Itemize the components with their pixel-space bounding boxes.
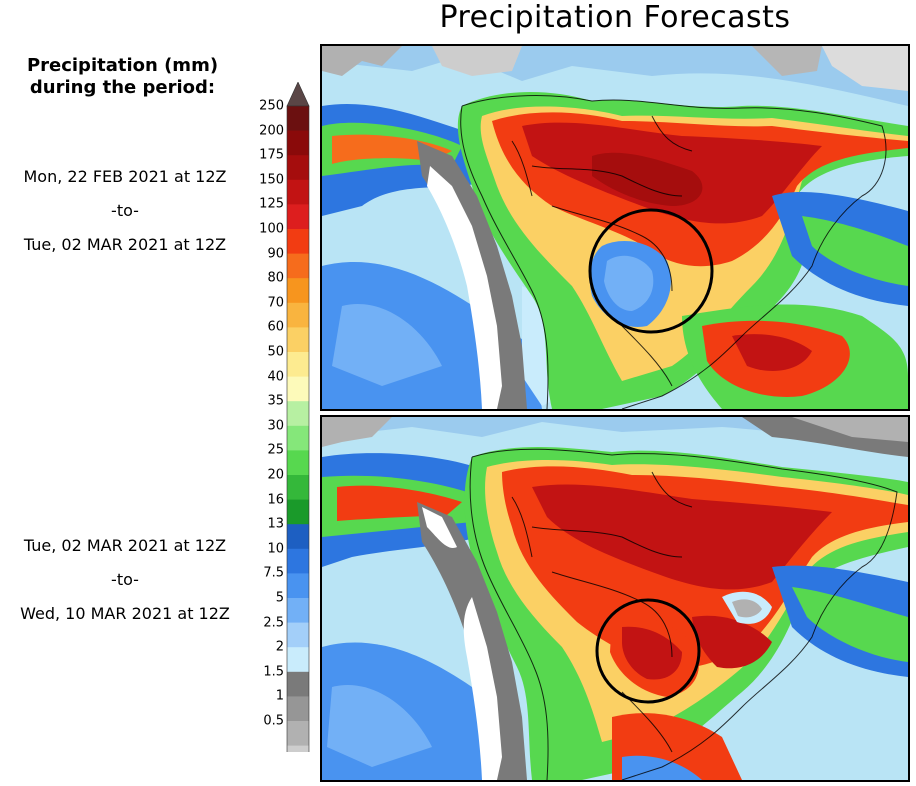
period-1-separator: -to- bbox=[111, 201, 139, 220]
period-2-separator: -to- bbox=[111, 570, 139, 589]
highlight-circle bbox=[588, 208, 714, 334]
colorbar-bin bbox=[287, 204, 309, 230]
period-2-to: Wed, 10 MAR 2021 at 12Z bbox=[20, 604, 230, 623]
colorbar-tick-label: 60 bbox=[267, 319, 284, 335]
colorbar-tick-label: 30 bbox=[267, 418, 284, 434]
colorbar-tick-label: 250 bbox=[259, 98, 284, 114]
colorbar-bin bbox=[287, 598, 309, 624]
colorbar-bin bbox=[287, 450, 309, 476]
colorbar-bin bbox=[287, 155, 309, 181]
colorbar-tick-label: 7.5 bbox=[263, 565, 284, 581]
colorbar-bin bbox=[287, 499, 309, 525]
colorbar-tick-label: 35 bbox=[267, 393, 284, 409]
colorbar-bin bbox=[287, 622, 309, 648]
colorbar-tick-label: 175 bbox=[259, 147, 284, 163]
colorbar-tick-label: 90 bbox=[267, 246, 284, 262]
legend-heading-line1: Precipitation (mm) bbox=[26, 55, 219, 76]
colorbar-tick-label: 2 bbox=[275, 639, 284, 655]
colorbar bbox=[286, 82, 310, 752]
colorbar-tick-label: 5 bbox=[275, 590, 284, 606]
colorbar-bin bbox=[287, 278, 309, 304]
colorbar-tick-label: 80 bbox=[267, 270, 284, 286]
colorbar-tick-label: 1 bbox=[275, 688, 284, 704]
colorbar-bin bbox=[287, 671, 309, 697]
legend-heading: Precipitation (mm) during the period: bbox=[0, 55, 245, 99]
period-2-from: Tue, 02 MAR 2021 at 12Z bbox=[23, 536, 227, 555]
colorbar-bin bbox=[287, 475, 309, 501]
colorbar-bin bbox=[287, 524, 309, 550]
forecast-map-period-1 bbox=[320, 44, 910, 411]
colorbar-tick-label: 10 bbox=[267, 541, 284, 557]
colorbar-tick-label: 2.5 bbox=[263, 615, 284, 631]
colorbar-bin bbox=[287, 721, 309, 747]
colorbar-tick-label: 25 bbox=[267, 442, 284, 458]
colorbar-bin bbox=[287, 106, 309, 132]
period-label-2: Tue, 02 MAR 2021 at 12Z -to- Wed, 10 MAR… bbox=[0, 529, 250, 631]
legend-heading-line2: during the period: bbox=[29, 77, 216, 98]
colorbar-tick-label: 100 bbox=[259, 221, 284, 237]
colorbar-bin bbox=[287, 229, 309, 255]
map-1-graphic bbox=[322, 46, 908, 409]
colorbar-bin bbox=[287, 548, 309, 574]
chart-title: Precipitation Forecasts bbox=[439, 0, 791, 35]
colorbar-tick-label: 40 bbox=[267, 369, 284, 385]
colorbar-bin bbox=[287, 696, 309, 722]
colorbar-tick-label: 13 bbox=[267, 516, 284, 532]
colorbar-bin bbox=[287, 376, 309, 402]
colorbar-tick-label: 70 bbox=[267, 295, 284, 311]
highlight-circle bbox=[595, 598, 701, 704]
colorbar-bin bbox=[287, 573, 309, 599]
colorbar-top-arrow bbox=[286, 82, 310, 107]
colorbar-bin bbox=[287, 130, 309, 156]
colorbar-tick-label: 50 bbox=[267, 344, 284, 360]
colorbar-bin bbox=[287, 425, 309, 451]
colorbar-tick-label: 200 bbox=[259, 123, 284, 139]
colorbar-tick-label: 1.5 bbox=[263, 664, 284, 680]
colorbar-bin bbox=[287, 253, 309, 279]
colorbar-tick-label: 150 bbox=[259, 172, 284, 188]
colorbar-tick-label: 16 bbox=[267, 492, 284, 508]
colorbar-bin bbox=[287, 179, 309, 205]
map-2-graphic bbox=[322, 417, 908, 780]
colorbar-bin bbox=[287, 401, 309, 427]
forecast-map-period-2 bbox=[320, 415, 910, 782]
colorbar-bin bbox=[287, 327, 309, 353]
colorbar-tick-label: 125 bbox=[259, 196, 284, 212]
colorbar-bin bbox=[287, 352, 309, 378]
colorbar-outline bbox=[286, 105, 310, 752]
period-1-to: Tue, 02 MAR 2021 at 12Z bbox=[23, 235, 227, 254]
colorbar-tick-label: 0.5 bbox=[263, 713, 284, 729]
colorbar-tick-label: 20 bbox=[267, 467, 284, 483]
period-label-1: Mon, 22 FEB 2021 at 12Z -to- Tue, 02 MAR… bbox=[0, 160, 250, 262]
period-1-from: Mon, 22 FEB 2021 at 12Z bbox=[23, 167, 227, 186]
colorbar-bin bbox=[287, 745, 309, 752]
colorbar-bin bbox=[287, 647, 309, 673]
colorbar-bin bbox=[287, 302, 309, 328]
